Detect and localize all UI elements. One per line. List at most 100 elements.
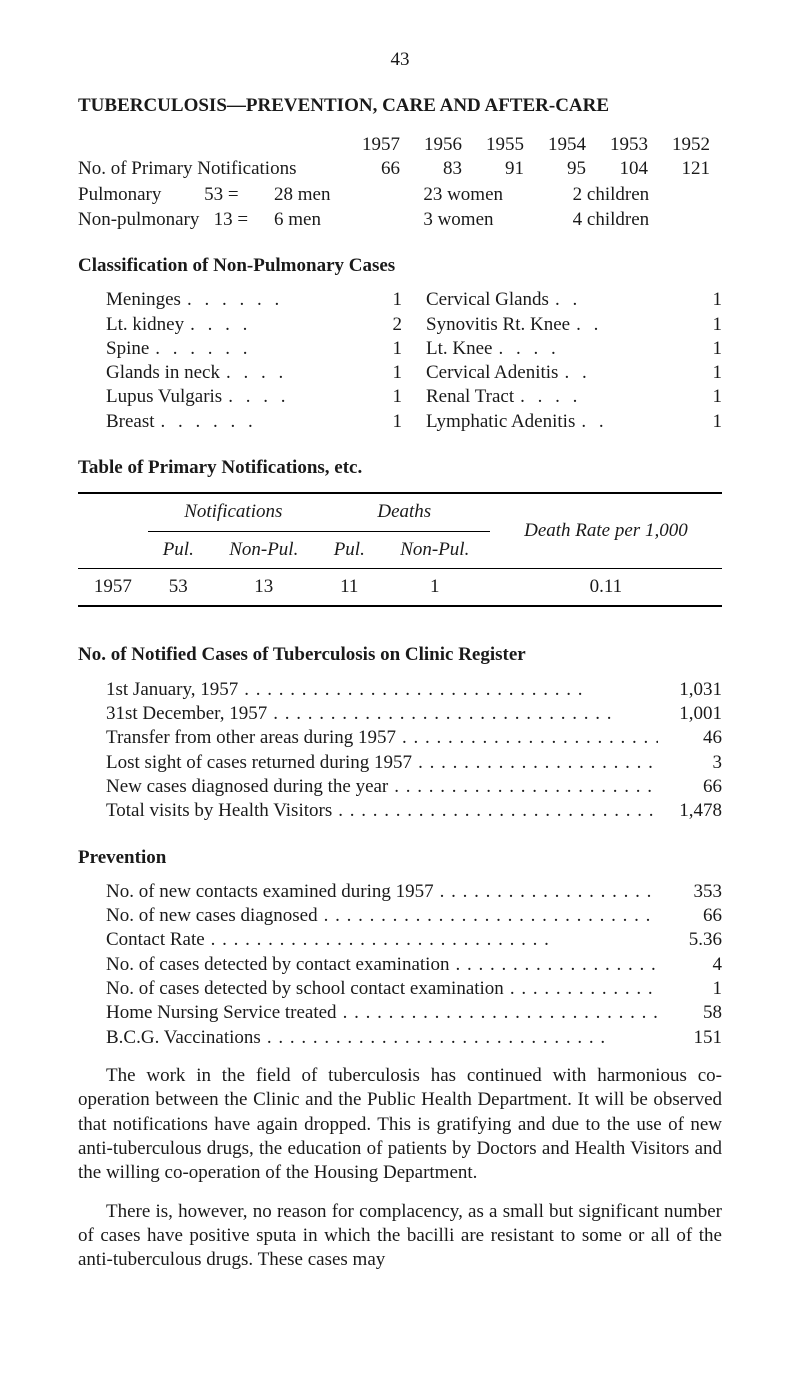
pn-head-rate: Death Rate per 1,000 xyxy=(490,493,722,568)
bd-men-1: 6 men xyxy=(274,208,423,232)
pn-v1: 83 xyxy=(400,157,462,181)
np-l4-name: Lupus Vulgaris xyxy=(106,385,222,409)
prev-t5: Home Nursing Service treated xyxy=(106,1001,337,1025)
pn-sub-nonpul-1: Non-Pul. xyxy=(209,531,319,568)
heading-prevention: Prevention xyxy=(78,846,722,870)
reg-row-3: Lost sight of cases returned during 1957… xyxy=(106,751,722,775)
page-number: 43 xyxy=(78,48,722,72)
prev-v2: 5.36 xyxy=(664,928,722,952)
heading-table-pn: Table of Primary Notifications, etc. xyxy=(78,456,722,480)
dots-icon: . . . . xyxy=(498,337,706,361)
dots-icon: . . xyxy=(564,361,706,385)
year-1957: 1957 xyxy=(338,133,400,157)
bd-wom-0: 23 women xyxy=(423,183,572,207)
dots-icon: . . . . xyxy=(226,361,387,385)
primary-notif-label: No. of Primary Notifications xyxy=(78,157,338,181)
prev-t1: No. of new cases diagnosed xyxy=(106,904,318,928)
reg-row-4: New cases diagnosed during the year . . … xyxy=(106,775,722,799)
np-l5-name: Breast xyxy=(106,410,155,434)
pn-v2: 91 xyxy=(462,157,524,181)
reg-t2: Transfer from other areas during 1957 xyxy=(106,726,396,750)
reg-t4: New cases diagnosed during the year xyxy=(106,775,388,799)
dots-icon: . . xyxy=(581,410,706,434)
pn-c1: 13 xyxy=(209,569,319,607)
year-header-row: 1957 1956 1955 1954 1953 1952 xyxy=(338,133,722,157)
np-left-4: Lupus Vulgaris. . . .1 xyxy=(106,385,402,409)
year-1952: 1952 xyxy=(648,133,710,157)
prev-row-2: Contact Rate . . . . . . . . . . . . . .… xyxy=(106,928,722,952)
primary-notifications-row: No. of Primary Notifications 66 83 91 95… xyxy=(78,157,722,181)
pn-blank xyxy=(78,493,148,568)
np-r4-name: Renal Tract xyxy=(426,385,514,409)
pn-year: 1957 xyxy=(78,569,148,607)
breakdown-row-pulmonary: Pulmonary 53 = 28 men 23 women 2 childre… xyxy=(78,183,722,207)
np-col-left: Meninges. . . . . .1 Lt. kidney. . . .2 … xyxy=(106,288,402,434)
dots-icon: . . . . . . . . . . . . . . . . . . . . … xyxy=(324,904,658,928)
year-1956: 1956 xyxy=(400,133,462,157)
bd-cat-0: Pulmonary xyxy=(78,184,161,205)
dots-icon: . . . . . . xyxy=(161,410,387,434)
dots-icon: . . . . . . . . . . . . . . . . . . . . … xyxy=(338,799,658,823)
np-left-1: Lt. kidney. . . .2 xyxy=(106,313,402,337)
np-left-0: Meninges. . . . . .1 xyxy=(106,288,402,312)
register-list: 1st January, 1957 . . . . . . . . . . . … xyxy=(78,678,722,824)
prev-t6: B.C.G. Vaccinations xyxy=(106,1026,261,1050)
dots-icon: . . . . . . . . . . . . . . . . . . . . … xyxy=(343,1001,658,1025)
dots-icon: . . xyxy=(555,288,707,312)
dots-icon: . . . . . . . . . . . . . . . . . . . . … xyxy=(418,751,658,775)
np-right-1: Synovitis Rt. Knee. .1 xyxy=(426,313,722,337)
prevention-list: No. of new contacts examined during 1957… xyxy=(78,880,722,1050)
reg-t5: Total visits by Health Visitors xyxy=(106,799,332,823)
np-r2-v: 1 xyxy=(713,337,723,361)
year-1953: 1953 xyxy=(586,133,648,157)
np-r1-name: Synovitis Rt. Knee xyxy=(426,313,570,337)
prev-row-3: No. of cases detected by contact examina… xyxy=(106,953,722,977)
bd-count-1: 13 xyxy=(214,209,233,230)
np-l3-name: Glands in neck xyxy=(106,361,220,385)
np-right-0: Cervical Glands. .1 xyxy=(426,288,722,312)
prev-row-0: No. of new contacts examined during 1957… xyxy=(106,880,722,904)
np-r3-name: Cervical Adenitis xyxy=(426,361,558,385)
dots-icon: . . . . . . . . . . . . . . . . . . . . … xyxy=(273,702,658,726)
pn-sub-pul-2: Pul. xyxy=(319,531,380,568)
dots-icon: . . . . . . . . . . . . . . . . . . . . … xyxy=(455,953,658,977)
np-l3-v: 1 xyxy=(393,361,403,385)
dots-icon: . . . . xyxy=(190,313,386,337)
reg-v2: 46 xyxy=(664,726,722,750)
prev-row-4: No. of cases detected by school contact … xyxy=(106,977,722,1001)
reg-v5: 1,478 xyxy=(664,799,722,823)
dots-icon: . . . . . . . . . . . . . . . . . . . . … xyxy=(402,726,658,750)
np-right-5: Lymphatic Adenitis. . 1 xyxy=(426,410,722,434)
reg-t1: 31st December, 1957 xyxy=(106,702,267,726)
bd-ch-1: 4 children xyxy=(573,208,722,232)
reg-row-5: Total visits by Health Visitors . . . . … xyxy=(106,799,722,823)
np-r5-name: Lymphatic Adenitis xyxy=(426,410,575,434)
breakdown-block: Pulmonary 53 = 28 men 23 women 2 childre… xyxy=(78,183,722,232)
pn-c4: 0.11 xyxy=(490,569,722,607)
reg-v0: 1,031 xyxy=(664,678,722,702)
paragraph-2: There is, however, no reason for complac… xyxy=(78,1200,722,1273)
bd-count-0: 53 xyxy=(204,184,223,205)
bd-men-0: 28 men xyxy=(274,183,423,207)
np-l2-v: 1 xyxy=(393,337,403,361)
bd-ch-0: 2 children xyxy=(573,183,722,207)
dots-icon: . . . . . . xyxy=(155,337,386,361)
dots-icon: . . . . . . . . . . . . . . . . . . . . … xyxy=(267,1026,658,1050)
reg-t0: 1st January, 1957 xyxy=(106,678,238,702)
year-1954: 1954 xyxy=(524,133,586,157)
np-right-2: Lt. Knee. . . .1 xyxy=(426,337,722,361)
np-l0-name: Meninges xyxy=(106,288,181,312)
prev-v0: 353 xyxy=(664,880,722,904)
dots-icon: . . xyxy=(576,313,706,337)
prev-t3: No. of cases detected by contact examina… xyxy=(106,953,449,977)
np-l0-v: 1 xyxy=(393,288,403,312)
np-r5-v: 1 xyxy=(713,410,723,434)
np-l1-v: 2 xyxy=(393,313,403,337)
dots-icon: . . . . xyxy=(228,385,386,409)
pn-v4: 104 xyxy=(586,157,648,181)
np-left-2: Spine. . . . . .1 xyxy=(106,337,402,361)
table-primary-notifications: Notifications Deaths Death Rate per 1,00… xyxy=(78,492,722,607)
np-col-right: Cervical Glands. .1 Synovitis Rt. Knee. … xyxy=(426,288,722,434)
bd-wom-1: 3 women xyxy=(423,208,572,232)
reg-v1: 1,001 xyxy=(664,702,722,726)
